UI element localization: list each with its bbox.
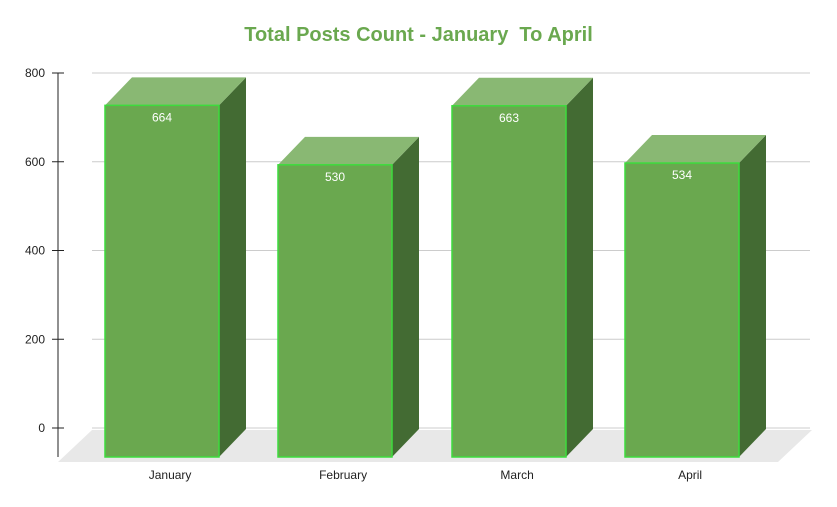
x-tick-label: April xyxy=(678,468,702,482)
bar-side-face xyxy=(739,135,766,457)
x-tick-label: March xyxy=(500,468,533,482)
y-tick-label: 600 xyxy=(25,155,45,169)
bar-front-face xyxy=(624,162,740,458)
bar-side-face xyxy=(219,77,246,457)
bar-front-face xyxy=(104,104,220,458)
data-label: 663 xyxy=(499,111,519,125)
bar-april xyxy=(624,135,766,458)
y-tick-label: 0 xyxy=(38,421,45,435)
y-tick-label: 200 xyxy=(25,332,45,346)
bar-side-face xyxy=(566,77,593,457)
y-tick-label: 400 xyxy=(25,244,45,258)
bar-top-face xyxy=(625,135,766,164)
chart-floor xyxy=(58,430,812,462)
bar-top-face xyxy=(278,136,419,165)
bar-front-face xyxy=(451,105,567,458)
bar-side-face xyxy=(392,136,419,457)
x-tick-label: January xyxy=(149,468,192,482)
x-tick-label: February xyxy=(319,468,367,482)
bar-front-face xyxy=(277,164,393,458)
bar-march xyxy=(451,77,593,458)
data-label: 664 xyxy=(152,110,172,124)
bar-february xyxy=(277,136,419,458)
chart-title: Total Posts Count - January To April xyxy=(244,24,593,46)
data-label: 534 xyxy=(672,168,692,182)
y-tick-label: 800 xyxy=(25,66,45,80)
bar-top-face xyxy=(105,77,246,106)
bar-january xyxy=(104,77,246,458)
data-label: 530 xyxy=(325,170,345,184)
bar-top-face xyxy=(452,77,593,106)
